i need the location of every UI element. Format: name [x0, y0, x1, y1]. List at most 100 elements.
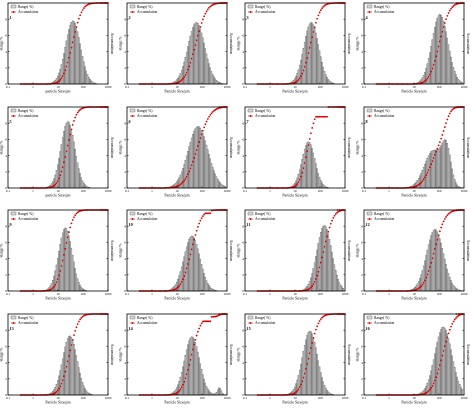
accumulation-point [207, 6, 210, 9]
y-left-tick-label: 6 [361, 241, 363, 245]
accumulation-point [74, 116, 77, 118]
accumulation-point [177, 284, 180, 287]
accumulation-point [56, 179, 59, 182]
bar [339, 284, 342, 292]
legend-acc-marker [131, 218, 133, 220]
x-axis-title: Particle Size/μm [282, 297, 307, 301]
y-left-tick-label: 0 [124, 82, 126, 86]
x-axis-title: Particle Size/μm [401, 193, 426, 197]
bar [79, 284, 81, 292]
bar [460, 388, 463, 395]
accumulation-point [440, 133, 443, 136]
accumulation-point [302, 376, 305, 379]
accumulation-point [203, 12, 206, 15]
x-tick-label: 10 [56, 396, 60, 400]
accumulation-group [256, 312, 346, 396]
bar [89, 79, 91, 85]
legend-acc-label: Accumulation [374, 10, 395, 14]
accumulation-point [51, 287, 54, 289]
legend-range-swatch [366, 211, 372, 216]
bar [210, 162, 212, 188]
accumulation-point [63, 160, 65, 163]
x-tick-label: 1000 [342, 396, 349, 400]
legend-acc-marker [249, 218, 252, 220]
accumulation-point [442, 220, 445, 223]
bars-group [406, 138, 462, 188]
y-left-tick-label: 2 [361, 273, 363, 277]
accumulation-point [327, 230, 330, 233]
plot-frame [126, 313, 227, 395]
accumulation-point [328, 226, 331, 229]
bar [444, 31, 447, 85]
bar [298, 369, 301, 395]
plot-frame [7, 2, 109, 85]
y-left-tick-label: 8 [124, 328, 126, 332]
accumulation-point [81, 9, 84, 11]
bar [215, 80, 217, 85]
bar [84, 66, 86, 85]
bar [312, 268, 315, 292]
accumulation-point [55, 390, 58, 393]
bar [323, 225, 326, 292]
y-left-tick-label: 0 [361, 289, 363, 293]
bar [449, 348, 452, 395]
bar [432, 358, 434, 395]
bar [207, 153, 210, 188]
accumulation-point [306, 362, 309, 365]
y-left-tick-label: 0 [242, 186, 244, 190]
chart-panel-5: 0.1 1 10 100 1000 0 2 4 6 8 particle Size/μm Range/… [0, 105, 114, 197]
legend-range-swatch [10, 108, 17, 112]
legend-acc-marker [368, 321, 370, 324]
bar [70, 247, 73, 292]
bar [197, 25, 200, 85]
x-tick-label: 100 [436, 396, 441, 400]
accumulation-point [450, 322, 453, 325]
accumulation-point [310, 41, 312, 44]
x-axis-title: Particle Size/μm [401, 297, 426, 301]
bar [179, 174, 181, 188]
accumulation-point [65, 149, 68, 152]
accumulation-point [80, 316, 83, 319]
y-left-tick-label: 6 [5, 137, 7, 141]
y-left-tick-label: 0 [124, 186, 126, 190]
accumulation-point [329, 222, 332, 225]
bar [437, 336, 439, 395]
accumulation-point [296, 182, 299, 185]
accumulation-point [207, 319, 210, 322]
accumulation-point [54, 283, 57, 286]
y-left-axis-title: Range/% [119, 243, 123, 258]
bar [180, 371, 182, 395]
accumulation-point [185, 175, 188, 177]
x-tick-label: 1 [32, 189, 34, 193]
bar [439, 242, 442, 292]
bar [83, 61, 85, 85]
bar [187, 145, 190, 188]
panel-number: 14 [128, 326, 133, 331]
y-right-axis-title: Accumulation [347, 136, 351, 158]
bar [338, 282, 341, 292]
accumulation-point [324, 240, 327, 243]
accumulation-point [321, 7, 324, 10]
bar [446, 268, 448, 292]
x-tick-label: 1000 [105, 189, 112, 193]
bar [197, 357, 200, 395]
bar [424, 255, 427, 292]
bar [297, 173, 300, 188]
y-left-tick-label: 6 [124, 241, 126, 245]
bar [80, 286, 82, 292]
y-left-tick-label: 2 [5, 377, 7, 381]
accumulation-point [417, 183, 420, 186]
accumulation-point [208, 5, 211, 8]
bar [186, 242, 189, 292]
accumulation-point [316, 274, 319, 277]
accumulation-point [66, 360, 69, 362]
accumulation-point [208, 319, 211, 322]
bar [448, 276, 450, 292]
bar [53, 275, 55, 292]
bar [431, 232, 433, 292]
y-right-axis-title: Accumulation [229, 33, 233, 55]
bar [308, 141, 311, 188]
x-axis-title: Particle Size/μm [45, 400, 70, 404]
y-left-tick-label: 4 [124, 360, 126, 364]
